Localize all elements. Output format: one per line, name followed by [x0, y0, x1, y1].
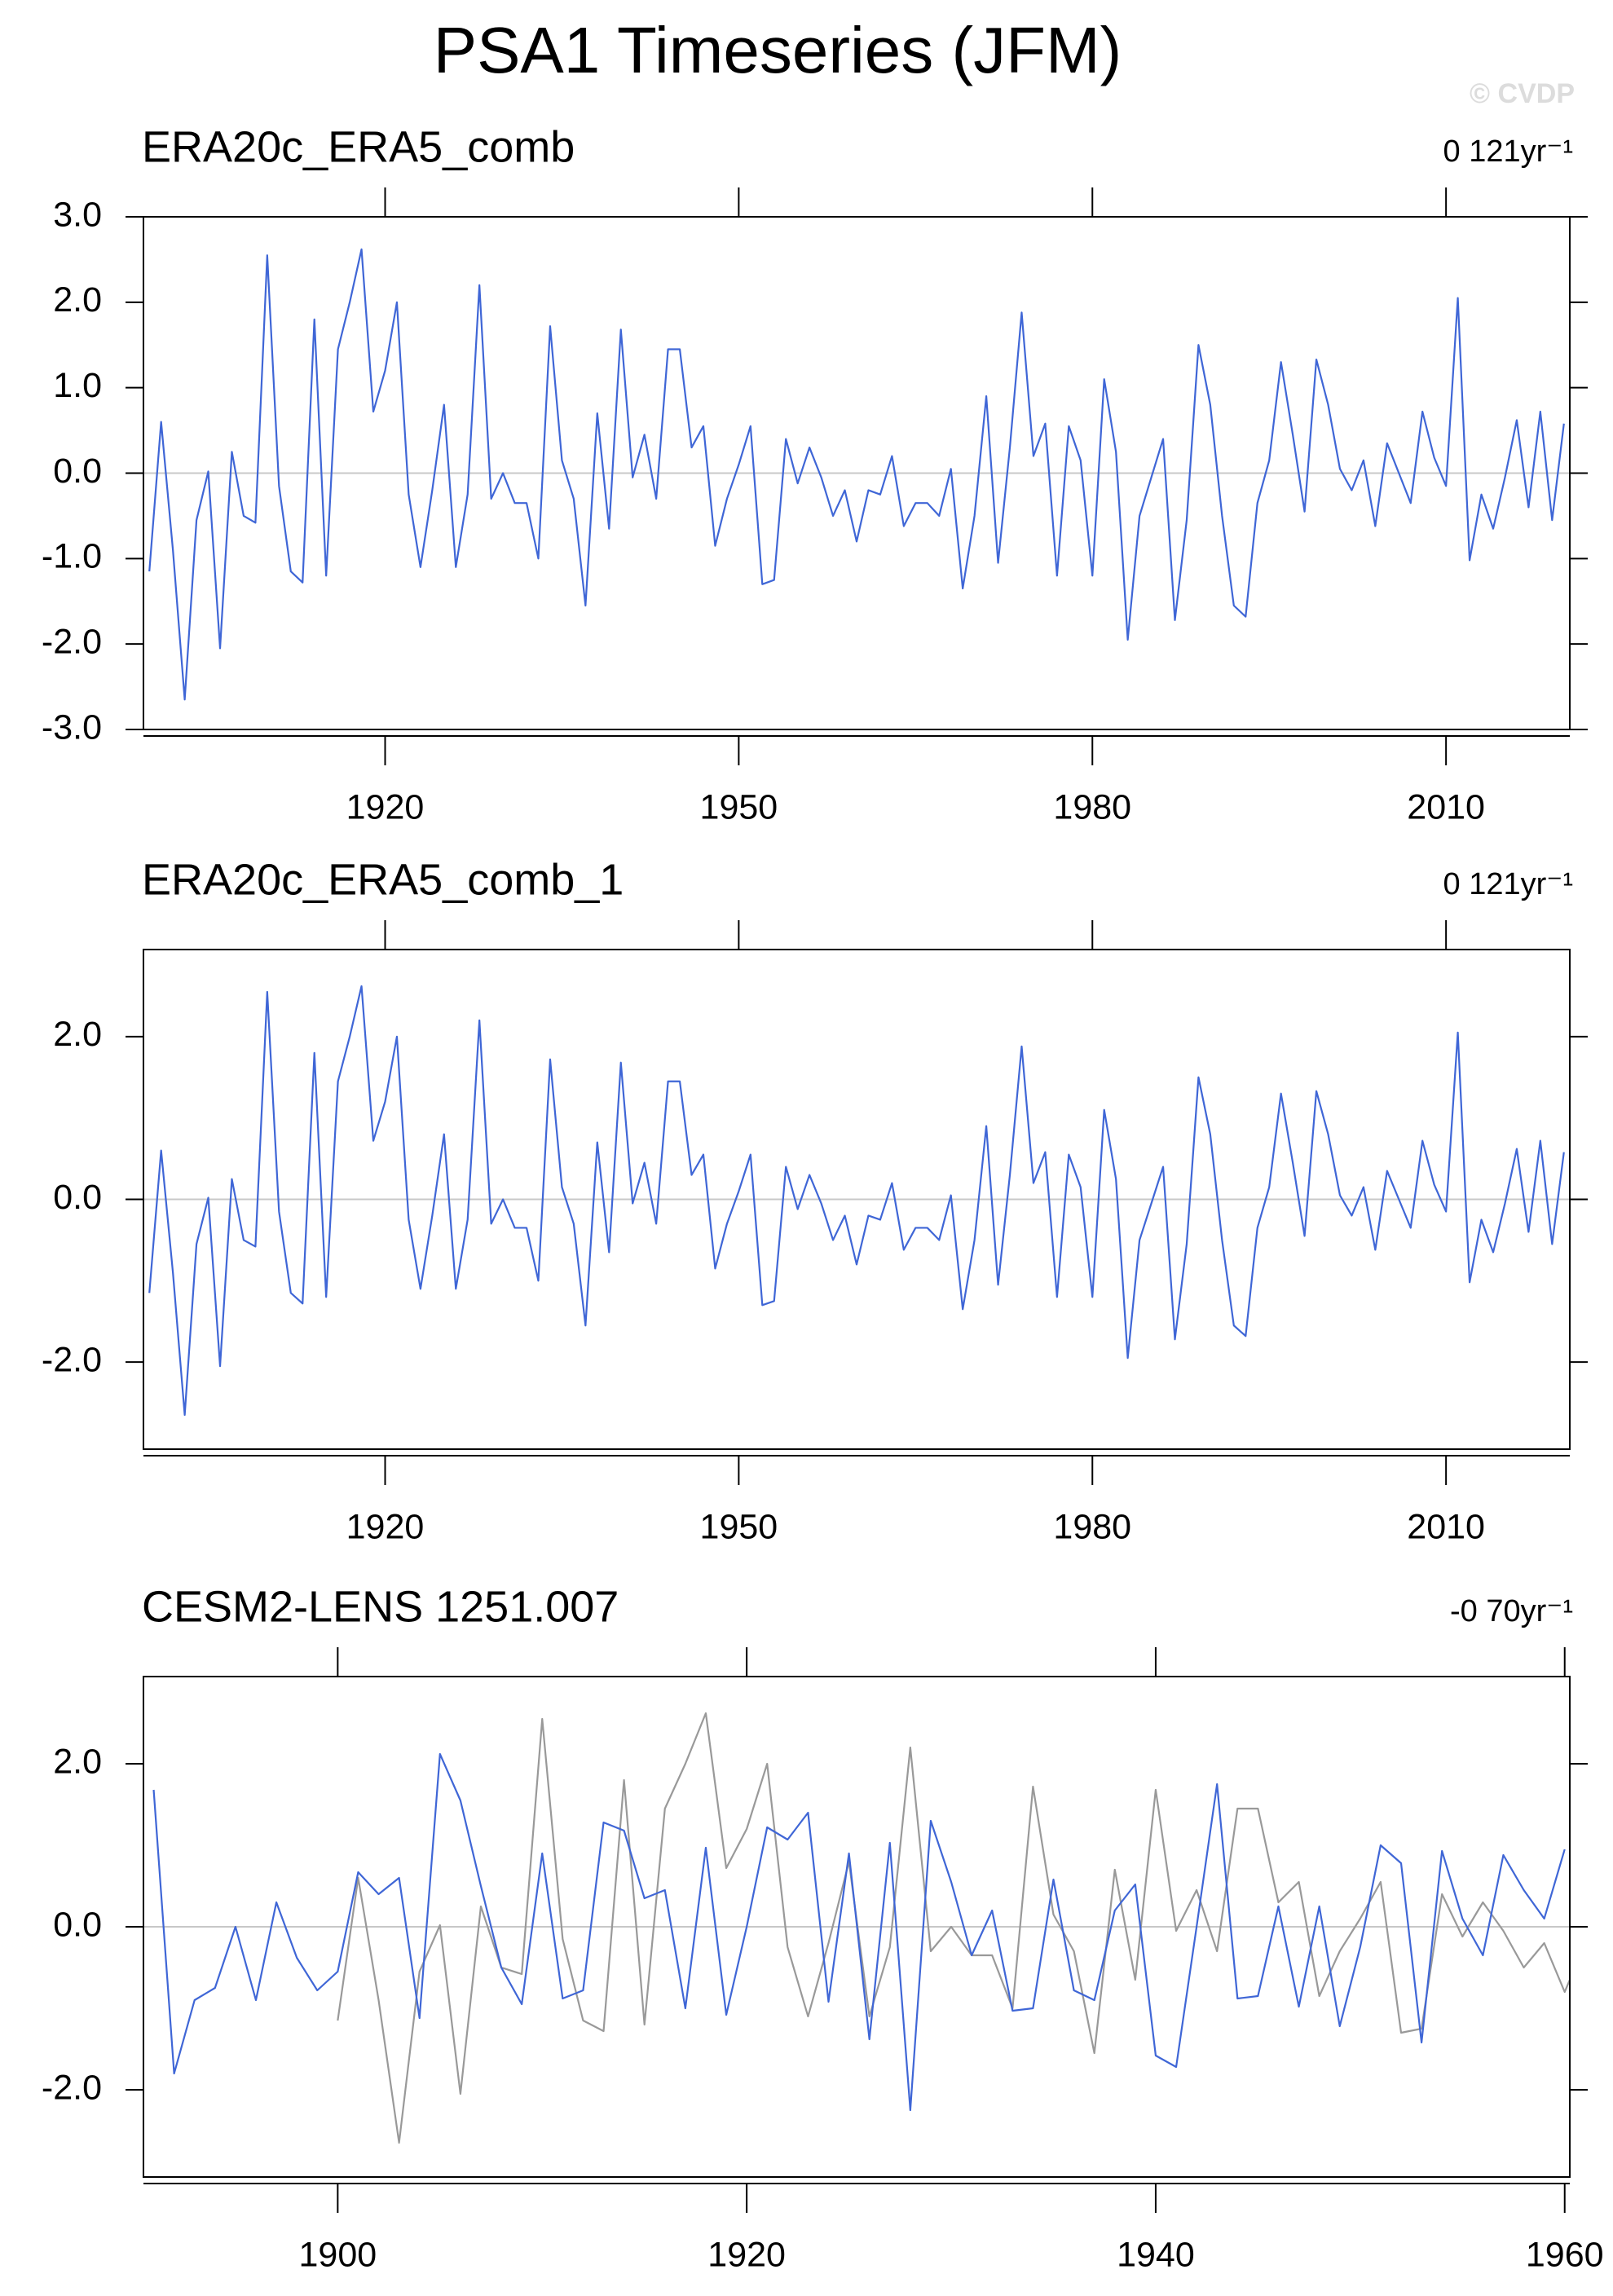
y-tick-label: -1.0	[42, 537, 102, 576]
y-tick-label: -2.0	[42, 1341, 102, 1380]
y-tick-label: 2.0	[53, 280, 102, 320]
y-tick-label: -2.0	[42, 2068, 102, 2107]
y-tick-label: 2.0	[53, 1742, 102, 1781]
x-tick-label: 1950	[700, 1507, 778, 1546]
y-tick-label: 3.0	[53, 195, 102, 234]
series-line	[152, 1752, 1566, 2112]
panel-right-title: 0 121yr⁻¹	[1443, 867, 1573, 901]
y-tick-label: -2.0	[42, 623, 102, 662]
y-tick-label: 2.0	[53, 1015, 102, 1054]
x-tick-label: 2010	[1407, 787, 1485, 826]
plot-frame	[143, 216, 1571, 730]
panel-right-title: -0 70yr⁻¹	[1450, 1594, 1573, 1628]
x-tick-label: 1900	[299, 2235, 377, 2274]
x-tick-label: 1980	[1053, 1507, 1131, 1546]
x-tick-label: 2010	[1407, 1507, 1485, 1546]
y-tick-label: 1.0	[53, 366, 102, 405]
y-tick-label: 0.0	[53, 452, 102, 491]
x-tick-label: 1960	[1526, 2235, 1604, 2274]
x-tick-label: 1980	[1053, 787, 1131, 826]
plot-frame	[143, 949, 1571, 1450]
x-tick-label: 1950	[700, 787, 778, 826]
panel-title: ERA20c_ERA5_comb	[142, 122, 575, 171]
y-tick-label: -3.0	[42, 707, 102, 747]
x-tick-label: 1920	[707, 2235, 786, 2274]
panel-title: CESM2-LENS 1251.007	[142, 1582, 619, 1631]
panel-title: ERA20c_ERA5_comb_1	[142, 855, 624, 904]
series-line	[148, 248, 1565, 701]
plot-frame	[143, 1676, 1571, 2178]
series-line	[148, 985, 1565, 1417]
y-tick-label: 0.0	[53, 1905, 102, 1944]
panel-right-title: 0 121yr⁻¹	[1443, 134, 1573, 169]
y-tick-label: 0.0	[53, 1178, 102, 1217]
x-tick-label: 1920	[346, 787, 425, 826]
x-tick-label: 1920	[346, 1507, 425, 1546]
series-line	[337, 1712, 1570, 2144]
watermark: © CVDP	[1470, 78, 1575, 109]
figure-title: PSA1 Timeseries (JFM)	[434, 14, 1122, 86]
x-tick-label: 1940	[1117, 2235, 1195, 2274]
